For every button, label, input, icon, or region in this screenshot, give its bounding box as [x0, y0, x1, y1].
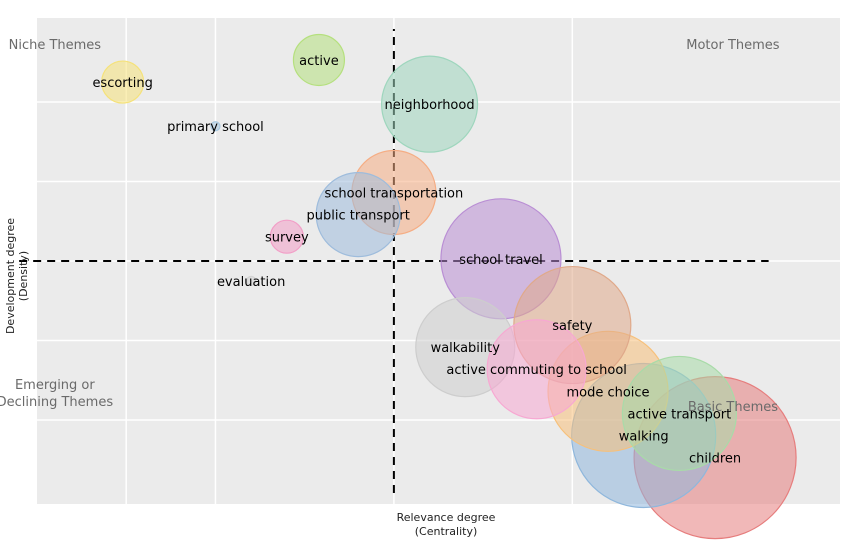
reference-lines — [19, 29, 769, 493]
bubble-labels: escorting active primary school neighborhoo… — [92, 54, 741, 467]
bubble-public-transport[interactable] — [315, 172, 401, 258]
axis-titles: Relevance degree(Centrality) Development … — [4, 218, 496, 538]
bubble-primary-school[interactable] — [210, 121, 221, 132]
data-label-school-transportation: school transportation — [325, 187, 464, 202]
quadrant-labels: Niche Themes Motor Themes Emerging or Decli… — [0, 38, 780, 415]
data-label-active-commuting-to-school: active commuting to school — [446, 363, 627, 378]
data-label-safety: safety — [552, 319, 592, 334]
data-label-children: children — [689, 452, 741, 467]
bubble-active-commuting-to-school[interactable] — [486, 319, 587, 420]
data-label-active: active — [299, 54, 339, 69]
quadrant-label-niche: Niche Themes — [9, 38, 102, 53]
bubble-active-transport[interactable] — [621, 355, 738, 472]
data-label-active-transport: active transport — [628, 407, 732, 422]
data-label-walkability: walkability — [431, 341, 501, 356]
data-label-public-transport: public transport — [307, 209, 410, 224]
data-label-walking: walking — [619, 430, 669, 445]
bubble-escorting[interactable] — [101, 60, 145, 104]
quadrant-label-basic: Basic Themes — [688, 400, 778, 415]
bubble-survey[interactable] — [269, 219, 304, 254]
x-axis-title: (Centrality) — [415, 525, 478, 538]
quadrant-label-emerging: Declining Themes — [0, 395, 113, 410]
bubble-active[interactable] — [292, 33, 346, 87]
quadrant-label-motor: Motor Themes — [686, 38, 780, 53]
bubbles — [101, 33, 797, 540]
data-label-survey: survey — [265, 231, 309, 246]
data-label-school-travel: school travel — [459, 253, 543, 268]
y-axis-title: (Density) — [17, 251, 30, 301]
data-label-neighborhood: neighborhood — [385, 98, 475, 113]
data-label-evaluation: evaluation — [217, 275, 285, 290]
data-label-primary-school: primary school — [167, 120, 264, 135]
y-axis-title: Development degree — [4, 218, 17, 334]
x-axis-title: Relevance degree — [397, 511, 496, 524]
data-label-escorting: escorting — [92, 76, 152, 91]
quadrant-label-emerging: Emerging or — [15, 378, 95, 393]
data-label-mode-choice: mode choice — [566, 385, 649, 400]
bubble-neighborhood[interactable] — [380, 55, 479, 153]
bubble-evaluation[interactable] — [246, 275, 257, 286]
